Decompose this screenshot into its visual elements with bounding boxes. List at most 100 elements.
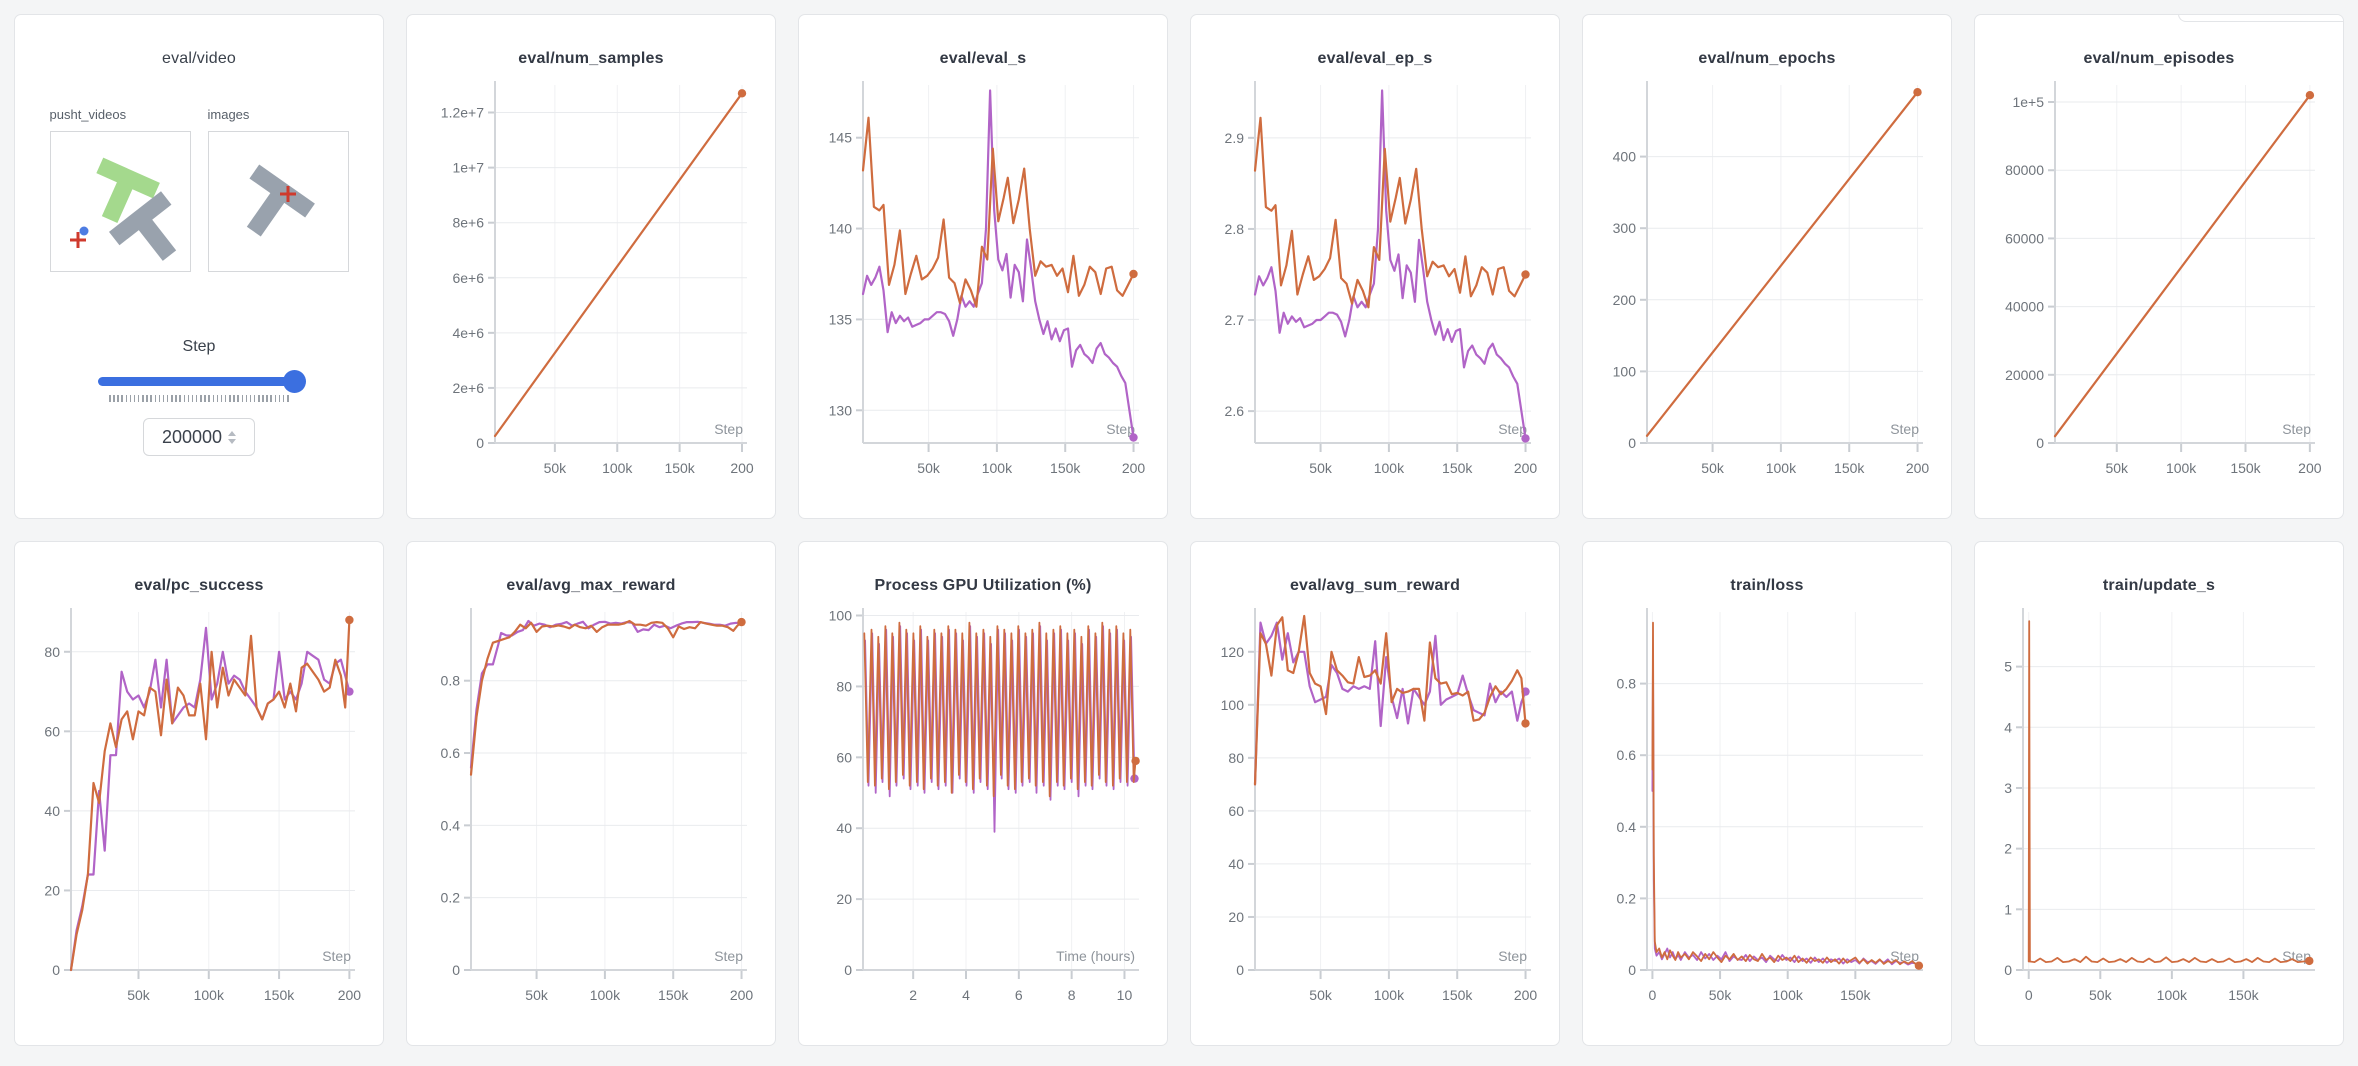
svg-text:60: 60 [836, 749, 852, 765]
line-chart[interactable]: 50k 100k 150k 200 0 20 40 60 80 100 120 Step [1203, 602, 1547, 1020]
line-chart[interactable]: 50k 100k 150k 200 130 135 140 145 Step [811, 75, 1155, 493]
svg-text:50k: 50k [917, 460, 941, 476]
chart-title: eval/eval_s [939, 50, 1027, 67]
slider-thumb[interactable] [283, 370, 306, 393]
svg-text:50k: 50k [1309, 987, 1333, 1003]
run-orange-end-dot [345, 615, 354, 625]
green-t-shape [95, 157, 160, 224]
svg-text:100: 100 [1221, 697, 1245, 713]
svg-text:100: 100 [829, 608, 853, 624]
svg-text:100k: 100k [1374, 460, 1405, 476]
line-chart[interactable]: 50k 100k 150k 200 0 20 40 60 80 Step [27, 602, 371, 1020]
panel-eval-avg-max-reward: eval/avg_max_reward 50k 100k 150k 200 0 0.2 0.… [406, 541, 776, 1046]
run-orange-end-dot [1914, 961, 1924, 970]
line-chart[interactable]: 50k 100k 150k 200 0 0.2 0.4 0.6 0.8 Step [419, 602, 763, 1020]
svg-text:8e+6: 8e+6 [452, 215, 484, 231]
svg-text:150k: 150k [664, 460, 695, 476]
pusht-video-thumbnail[interactable] [49, 131, 191, 272]
svg-text:8: 8 [1068, 987, 1076, 1003]
cropped-panel-edge [2178, 15, 2343, 22]
svg-text:60000: 60000 [2005, 230, 2044, 246]
svg-text:1e+5: 1e+5 [2012, 94, 2044, 110]
media-images: images [207, 107, 349, 272]
svg-text:40000: 40000 [2005, 299, 2044, 315]
step-slider[interactable] [98, 370, 306, 393]
svg-text:150k: 150k [2228, 987, 2259, 1003]
svg-text:0.2: 0.2 [441, 890, 461, 906]
svg-text:150k: 150k [1442, 460, 1473, 476]
line-chart[interactable]: 0 50k 100k 150k 0 0.2 0.4 0.6 0.8 Step [1595, 602, 1939, 1020]
svg-text:10: 10 [1117, 987, 1133, 1003]
svg-text:50k: 50k [525, 987, 549, 1003]
images-thumbnail[interactable] [207, 131, 349, 272]
run-orange-end-dot [1913, 88, 1922, 97]
svg-text:Step: Step [1498, 421, 1527, 437]
svg-text:4: 4 [962, 987, 970, 1003]
svg-text:135: 135 [829, 311, 853, 327]
svg-text:100k: 100k [602, 460, 633, 476]
target-cross [279, 186, 296, 202]
run-orange-line [493, 92, 744, 438]
panel-eval-num-episodes: eval/num_episodes 50k 100k 150k 200 0 20000 40… [1974, 14, 2344, 519]
svg-text:60: 60 [1228, 803, 1244, 819]
run-orange-line [1253, 614, 1527, 786]
svg-text:5: 5 [2004, 659, 2012, 675]
panel-train-update-s: train/update_s 0 50k 100k 150k 0 1 2 3 4 5 Step [1974, 541, 2344, 1046]
svg-text:Step: Step [1890, 948, 1919, 964]
svg-text:100k: 100k [194, 987, 225, 1003]
run-purple-line [1253, 89, 1527, 440]
svg-text:Step: Step [714, 421, 743, 437]
svg-text:1e+7: 1e+7 [452, 160, 484, 176]
svg-text:0: 0 [2004, 962, 2012, 978]
svg-text:150k: 150k [1834, 460, 1865, 476]
svg-text:2.7: 2.7 [1225, 312, 1245, 328]
panel-title: eval/video [161, 50, 237, 67]
svg-text:150k: 150k [1840, 987, 1871, 1003]
agent-dot [79, 226, 88, 236]
run-orange-end-dot [2305, 91, 2315, 100]
gray-t-shape [108, 191, 176, 261]
svg-text:20000: 20000 [2005, 367, 2044, 383]
svg-text:Step: Step [1498, 948, 1527, 964]
svg-text:100k: 100k [590, 987, 621, 1003]
stepper-arrows[interactable] [228, 430, 237, 444]
svg-text:20: 20 [44, 882, 60, 898]
svg-text:2e+6: 2e+6 [452, 380, 484, 396]
svg-text:80: 80 [44, 644, 60, 660]
line-chart[interactable]: 50k 100k 150k 200 2.6 2.7 2.8 2.9 Step [1203, 75, 1547, 493]
line-chart[interactable]: 50k 100k 150k 200 0 20000 40000 60000 80000 1e+5 S… [1987, 75, 2331, 493]
line-chart[interactable]: 50k 100k 150k 200 0 100 200 300 400 Step [1595, 75, 1939, 493]
svg-text:50k: 50k [1709, 987, 1733, 1003]
svg-text:2.6: 2.6 [1225, 403, 1245, 419]
target-cross [69, 232, 86, 248]
chart-title: train/update_s [2102, 577, 2216, 594]
svg-text:0: 0 [52, 962, 60, 978]
svg-text:0: 0 [844, 962, 852, 978]
chevron-up-icon[interactable] [228, 430, 237, 436]
svg-text:0: 0 [1649, 987, 1657, 1003]
step-value-input[interactable]: 200000 [143, 418, 255, 456]
slider-track[interactable] [98, 377, 300, 386]
run-orange-line [2053, 94, 2311, 438]
run-orange-end-dot [737, 89, 747, 98]
media-row: pusht_videos [49, 107, 349, 272]
svg-text:200: 200 [2298, 460, 2322, 476]
chevron-down-icon[interactable] [228, 438, 237, 444]
panel-eval-eval-s: eval/eval_s 50k 100k 150k 200 130 135 140 145 St… [798, 14, 1168, 519]
svg-text:0: 0 [1628, 435, 1636, 451]
svg-text:Step: Step [1106, 421, 1135, 437]
chart-title: eval/num_epochs [1698, 50, 1836, 67]
svg-text:0: 0 [1628, 962, 1636, 978]
chart-title: eval/avg_sum_reward [1289, 577, 1461, 594]
svg-text:200: 200 [730, 460, 754, 476]
line-chart[interactable]: 50k 100k 150k 200 0 2e+6 4e+6 6e+6 8e+6 1e+7 1.2e+… [419, 75, 763, 493]
svg-text:Step: Step [1890, 421, 1919, 437]
chart-title: eval/pc_success [134, 577, 264, 594]
svg-text:0.4: 0.4 [1617, 819, 1637, 835]
svg-text:0.8: 0.8 [1617, 676, 1637, 692]
svg-text:140: 140 [829, 221, 853, 237]
svg-text:200: 200 [1514, 460, 1538, 476]
